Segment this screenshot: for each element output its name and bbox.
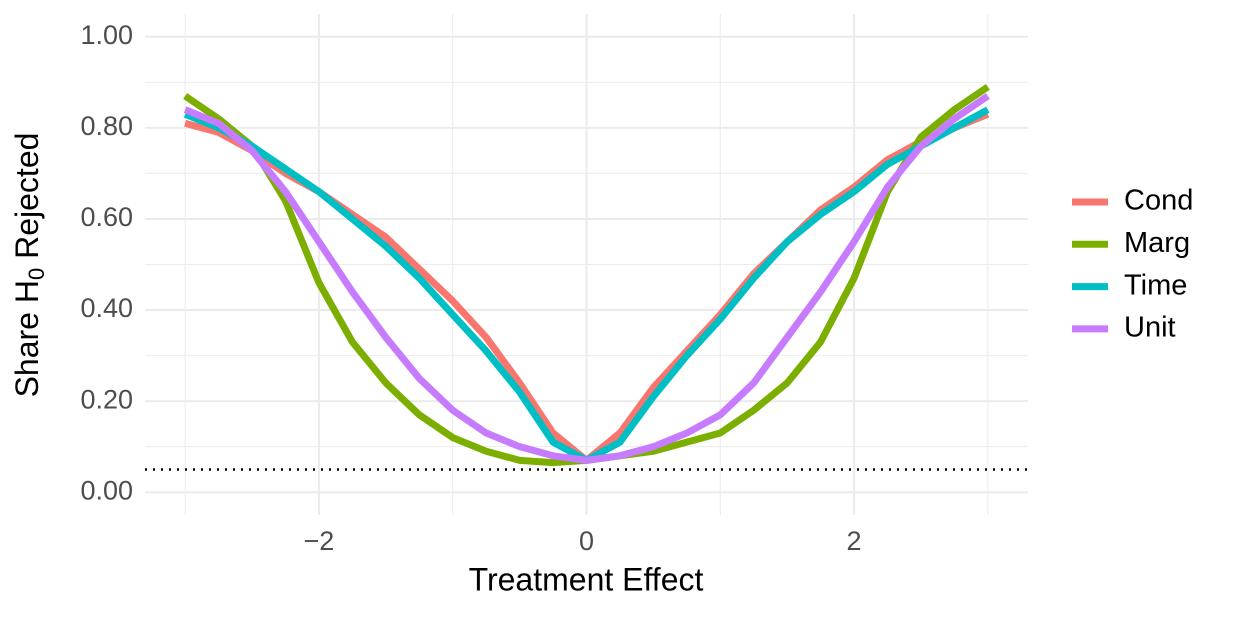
legend-label: Unit — [1124, 312, 1176, 344]
legend-label: Cond — [1124, 185, 1193, 217]
y-tick-label: 0.60 — [80, 202, 133, 232]
y-title-part: Share H — [9, 280, 45, 397]
y-tick-label: 1.00 — [80, 20, 133, 50]
series-line — [183, 93, 990, 464]
legend-label: Time — [1124, 269, 1187, 301]
x-tick-label: −2 — [304, 526, 335, 556]
y-axis-title: Share H0 Rejected — [9, 133, 48, 398]
y-title-subscript: 0 — [24, 268, 49, 280]
legend-label: Marg — [1124, 227, 1190, 259]
y-title-part: Rejected — [9, 133, 45, 268]
y-tick-label: 0.00 — [80, 475, 133, 505]
y-tick-label: 0.20 — [80, 384, 133, 414]
x-tick-label: 0 — [579, 526, 594, 556]
y-tick-label: 0.40 — [80, 293, 133, 323]
x-tick-label: 2 — [847, 526, 862, 556]
x-axis-title: Treatment Effect — [469, 561, 704, 597]
y-tick-label: 0.80 — [80, 111, 133, 141]
